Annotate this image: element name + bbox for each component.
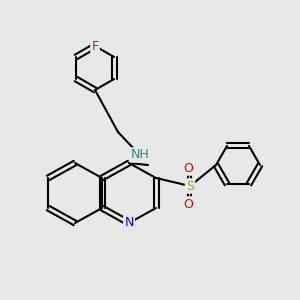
- Text: F: F: [92, 40, 99, 52]
- Text: NH: NH: [130, 148, 149, 161]
- Text: O: O: [183, 197, 193, 211]
- Text: S: S: [186, 179, 194, 193]
- Text: N: N: [124, 217, 134, 230]
- Text: O: O: [183, 161, 193, 175]
